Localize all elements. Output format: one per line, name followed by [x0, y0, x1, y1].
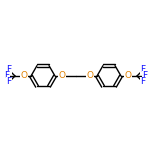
Text: F: F [4, 71, 10, 81]
Text: O: O [59, 71, 66, 81]
Text: F: F [140, 66, 146, 74]
Text: F: F [6, 66, 12, 74]
Text: F: F [142, 71, 148, 81]
Text: O: O [21, 71, 28, 81]
Text: O: O [86, 71, 93, 81]
Text: O: O [124, 71, 131, 81]
Text: F: F [140, 78, 146, 86]
Text: F: F [6, 78, 12, 86]
